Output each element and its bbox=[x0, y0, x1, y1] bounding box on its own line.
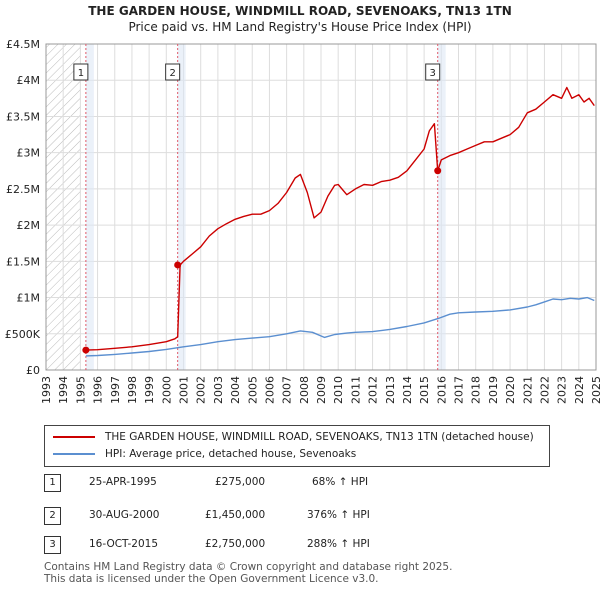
legend-swatch-property bbox=[53, 436, 95, 438]
x-tick-label: 2006 bbox=[263, 376, 276, 404]
x-tick-label: 2021 bbox=[521, 376, 534, 404]
sale-band bbox=[177, 44, 186, 370]
transaction-badge: 2 bbox=[44, 507, 61, 525]
y-tick-label: £1M bbox=[17, 292, 41, 305]
x-tick-label: 1994 bbox=[57, 376, 70, 404]
plot-frame bbox=[45, 43, 597, 371]
footer-copyright: Contains HM Land Registry data © Crown c… bbox=[44, 561, 453, 573]
x-tick-label: 2007 bbox=[281, 376, 294, 404]
transaction-badge: 3 bbox=[44, 536, 61, 554]
x-tick-label: 2024 bbox=[573, 376, 586, 404]
y-tick-label: £2.5M bbox=[6, 183, 40, 196]
x-tick-label: 2014 bbox=[401, 376, 414, 404]
x-tick-label: 2013 bbox=[384, 376, 397, 404]
x-tick-label: 2000 bbox=[160, 376, 173, 404]
x-tick-label: 2012 bbox=[367, 376, 380, 404]
chart-title: THE GARDEN HOUSE, WINDMILL ROAD, SEVENOA… bbox=[88, 4, 512, 18]
x-tick-label: 2020 bbox=[504, 376, 517, 404]
x-tick-label: 2010 bbox=[332, 376, 345, 404]
x-tick-label: 2023 bbox=[556, 376, 569, 404]
x-tick-label: 1993 bbox=[40, 376, 53, 404]
transaction-date: 25-APR-1995 bbox=[89, 476, 157, 488]
legend-item-property: THE GARDEN HOUSE, WINDMILL ROAD, SEVENOA… bbox=[53, 430, 534, 444]
transaction-hpi: 68% ↑ HPI bbox=[312, 476, 369, 488]
property-price-line bbox=[85, 86, 595, 351]
x-tick-label: 2016 bbox=[435, 376, 448, 404]
sale-point bbox=[82, 346, 90, 354]
y-tick-label: £4.5M bbox=[6, 38, 40, 51]
x-tick-label: 2005 bbox=[246, 376, 259, 404]
y-tick-label: £3M bbox=[17, 147, 41, 160]
y-tick-label: £1.5M bbox=[6, 255, 40, 268]
y-tick-label: £0 bbox=[26, 364, 40, 377]
x-tick-label: 2011 bbox=[349, 376, 362, 404]
footer: Contains HM Land Registry data © Crown c… bbox=[44, 561, 452, 585]
hpi-line bbox=[85, 296, 595, 357]
y-tick-label: £500K bbox=[5, 328, 41, 341]
legend-swatch-hpi bbox=[53, 453, 95, 455]
sale-badge-box bbox=[73, 63, 89, 81]
sale-badge-label: 1 bbox=[78, 68, 84, 79]
x-tick-label: 2018 bbox=[470, 376, 483, 404]
sale-badge-box bbox=[425, 63, 441, 81]
x-tick-label: 2015 bbox=[418, 376, 431, 404]
x-tick-label: 2001 bbox=[178, 376, 191, 404]
transaction-date: 30-AUG-2000 bbox=[89, 509, 160, 521]
sale-point bbox=[174, 261, 182, 269]
sale-band bbox=[437, 44, 446, 370]
legend-item-hpi: HPI: Average price, detached house, Seve… bbox=[53, 447, 356, 461]
footer-licence: This data is licensed under the Open Gov… bbox=[44, 573, 379, 585]
transaction-badge: 1 bbox=[44, 474, 61, 492]
x-tick-label: 1995 bbox=[74, 376, 87, 404]
x-tick-label: 2022 bbox=[538, 376, 551, 404]
x-tick-label: 1997 bbox=[109, 376, 122, 404]
chart-subtitle: Price paid vs. HM Land Registry's House … bbox=[128, 20, 471, 34]
sale-point bbox=[434, 167, 442, 175]
x-tick-label: 1996 bbox=[92, 376, 105, 404]
transaction-price: £275,000 bbox=[215, 476, 266, 488]
x-tick-label: 1999 bbox=[143, 376, 156, 404]
sale-badge-box bbox=[165, 63, 181, 81]
x-tick-label: 2025 bbox=[590, 376, 600, 404]
transaction-price: £2,750,000 bbox=[205, 538, 266, 550]
sale-band bbox=[85, 44, 94, 370]
legend: THE GARDEN HOUSE, WINDMILL ROAD, SEVENOA… bbox=[44, 425, 550, 467]
x-tick-label: 2009 bbox=[315, 376, 328, 404]
y-tick-label: £4M bbox=[17, 74, 41, 87]
x-tick-label: 2008 bbox=[298, 376, 311, 404]
x-tick-label: 2017 bbox=[453, 376, 466, 404]
x-tick-label: 2004 bbox=[229, 376, 242, 404]
x-tick-label: 2019 bbox=[487, 376, 500, 404]
legend-label-hpi: HPI: Average price, detached house, Seve… bbox=[105, 448, 357, 460]
sale-badge-label: 2 bbox=[169, 68, 175, 79]
price-chart: THE GARDEN HOUSE, WINDMILL ROAD, SEVENOA… bbox=[5, 4, 600, 404]
legend-label-property: THE GARDEN HOUSE, WINDMILL ROAD, SEVENOA… bbox=[105, 431, 534, 443]
y-tick-label: £2M bbox=[17, 219, 41, 232]
x-tick-label: 2003 bbox=[212, 376, 225, 404]
transaction-hpi: 288% ↑ HPI bbox=[307, 538, 370, 550]
transaction-date: 16-OCT-2015 bbox=[89, 538, 158, 550]
y-tick-label: £3.5M bbox=[6, 110, 40, 123]
transaction-price: £1,450,000 bbox=[205, 509, 266, 521]
transaction-hpi: 376% ↑ HPI bbox=[307, 509, 370, 521]
sale-badge-label: 3 bbox=[430, 68, 436, 79]
x-tick-label: 1998 bbox=[126, 376, 139, 404]
x-tick-label: 2002 bbox=[195, 376, 208, 404]
